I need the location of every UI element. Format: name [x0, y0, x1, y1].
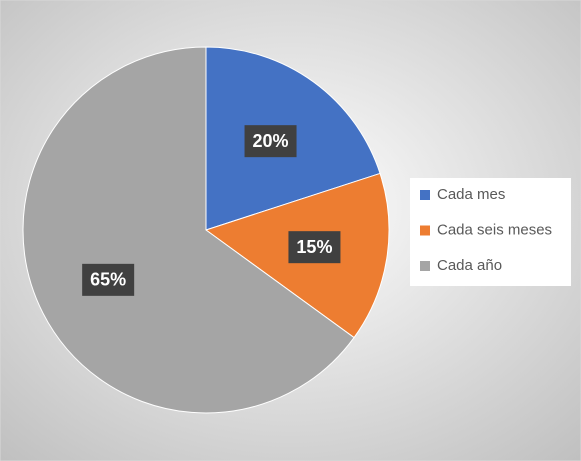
data-label: 20% [253, 131, 289, 151]
data-label-box [288, 231, 341, 264]
data-label-box [82, 263, 135, 296]
legend-box [410, 178, 571, 286]
legend-marker [420, 261, 430, 271]
legend-label: Cada seis meses [437, 221, 552, 238]
legend-marker [420, 225, 430, 236]
pie-slice [22, 46, 355, 414]
legend-label: Cada año [437, 257, 502, 274]
legend-marker [420, 190, 430, 200]
legend-label: Cada mes [437, 186, 505, 203]
data-label: 15% [296, 237, 332, 257]
data-label-box [244, 125, 297, 158]
data-label: 65% [90, 270, 126, 290]
